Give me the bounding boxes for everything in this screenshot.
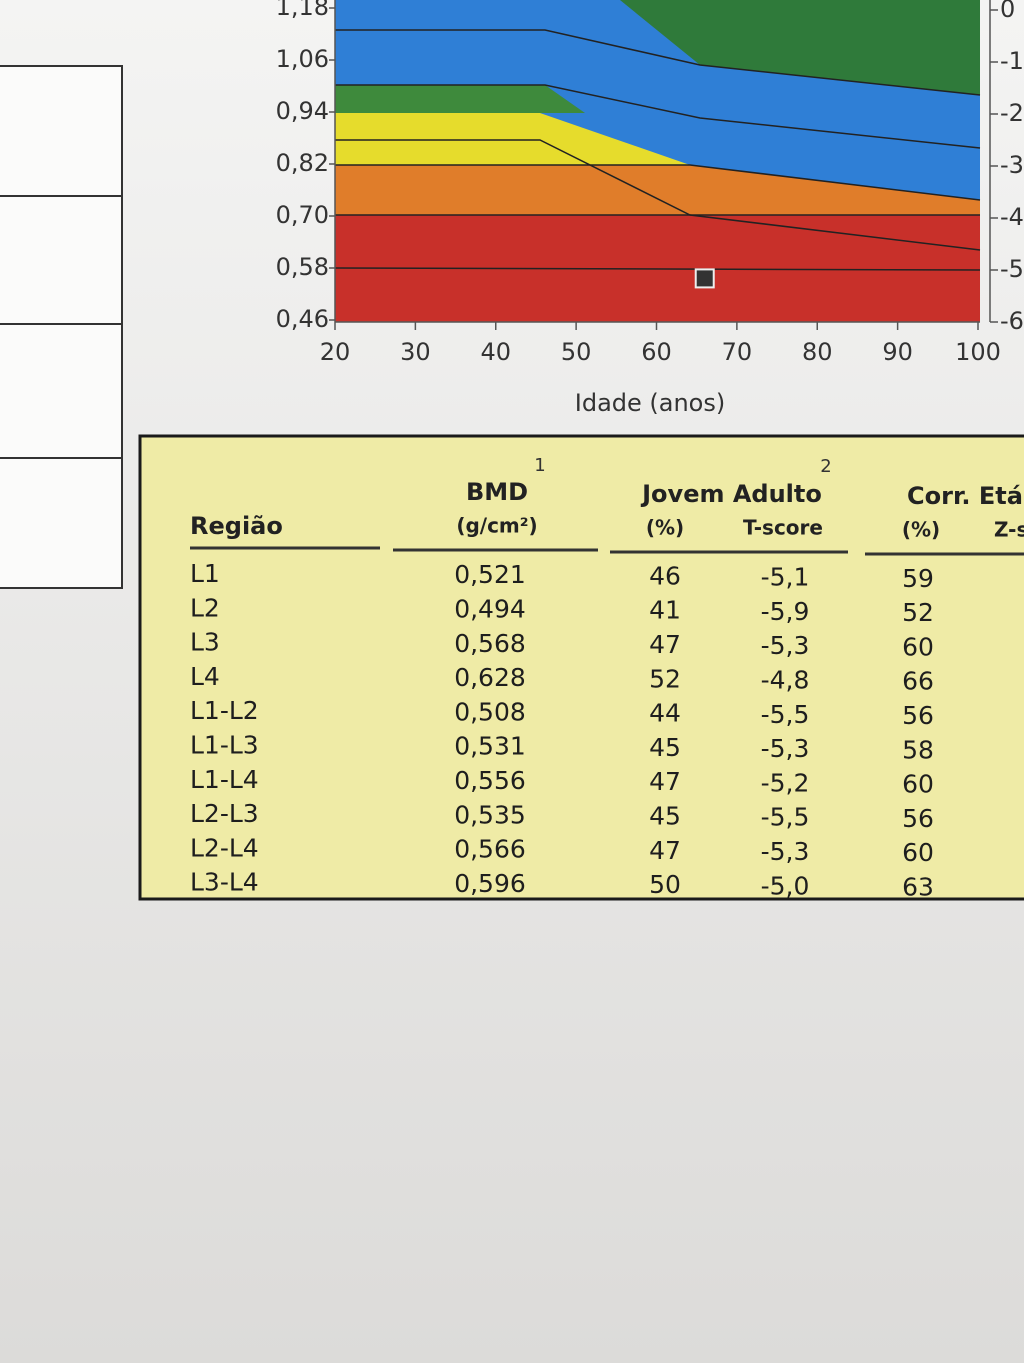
y2-tick-label: -2 bbox=[1000, 99, 1024, 127]
value-cell: 60 bbox=[902, 632, 934, 661]
x-axis-label: Idade (anos) bbox=[575, 389, 725, 417]
x-tick-label: 20 bbox=[320, 338, 351, 366]
y-tick-label: 0,82 bbox=[276, 149, 329, 177]
value-cell: 47 bbox=[649, 836, 681, 865]
value-cell: -5,9 bbox=[761, 597, 810, 626]
value-cell: 0,556 bbox=[454, 766, 526, 795]
value-cell: 66 bbox=[902, 667, 934, 696]
x-tick-label: 40 bbox=[480, 338, 511, 366]
y2-tick-label: -6 bbox=[1000, 307, 1024, 335]
x-tick-label: 50 bbox=[561, 338, 592, 366]
y2-tick-label: -4 bbox=[1000, 203, 1024, 231]
region-cell: L2-L3 bbox=[190, 799, 259, 828]
x-tick-label: 90 bbox=[882, 338, 913, 366]
region-cell: L1-L4 bbox=[190, 765, 259, 794]
value-cell: -4,8 bbox=[761, 666, 810, 695]
y-tick-label: 1,18 bbox=[276, 0, 329, 21]
value-cell: 59 bbox=[902, 564, 934, 593]
header-rules bbox=[190, 546, 1024, 556]
value-cell: 45 bbox=[649, 733, 681, 762]
y2-tick-label: -3 bbox=[1000, 151, 1024, 179]
region-cell: L1-L2 bbox=[190, 696, 259, 725]
value-cell: 47 bbox=[649, 767, 681, 796]
y2-tick-label: -1 bbox=[1000, 47, 1024, 75]
value-cell: 58 bbox=[902, 735, 934, 764]
x-tick-label: 80 bbox=[802, 338, 833, 366]
region-cell: L1-L3 bbox=[190, 731, 259, 760]
region-cell: L2-L4 bbox=[190, 833, 259, 862]
value-cell: 0,521 bbox=[454, 560, 526, 589]
results-table bbox=[138, 434, 1024, 901]
value-cell: 0,566 bbox=[454, 835, 526, 864]
region-cell: L4 bbox=[190, 662, 220, 691]
y-tick-label: 0,58 bbox=[276, 253, 329, 281]
header-am-percent: (%) bbox=[902, 518, 940, 542]
header-age-matched: Corr. Etá bbox=[907, 482, 1023, 510]
y-tick-label: 0,94 bbox=[276, 97, 329, 125]
y-tick-label: 1,06 bbox=[276, 45, 329, 73]
header-bmd: BMD bbox=[466, 478, 528, 506]
value-cell: -5,3 bbox=[761, 837, 810, 866]
header-ya-percent: (%) bbox=[646, 516, 684, 540]
value-cell: 0,531 bbox=[454, 732, 526, 761]
header-region: Região bbox=[190, 512, 283, 540]
value-cell: 56 bbox=[902, 804, 934, 833]
header-bmd-note: 1 bbox=[534, 455, 545, 476]
x-tick-label: 70 bbox=[722, 338, 753, 366]
header-t-score: T-score bbox=[743, 516, 823, 540]
value-cell: -5,1 bbox=[761, 563, 810, 592]
value-cell: 60 bbox=[902, 838, 934, 867]
value-cell: -5,3 bbox=[761, 631, 810, 660]
value-cell: 52 bbox=[649, 664, 681, 693]
x-tick-label: 60 bbox=[641, 338, 672, 366]
patient-marker bbox=[694, 268, 715, 289]
reference-bands bbox=[334, 0, 981, 322]
header-young-adult-note: 2 bbox=[820, 456, 831, 477]
value-cell: 47 bbox=[649, 630, 681, 659]
value-cell: 41 bbox=[649, 596, 681, 625]
value-cell: 44 bbox=[649, 699, 681, 728]
value-cell: -5,5 bbox=[761, 700, 810, 729]
value-cell: 45 bbox=[649, 802, 681, 831]
value-cell: -5,0 bbox=[761, 871, 810, 900]
y-tick-label: 0,70 bbox=[276, 201, 329, 229]
value-cell: 56 bbox=[902, 701, 934, 730]
header-young-adult: Jovem Adulto bbox=[640, 480, 822, 508]
value-cell: 0,494 bbox=[454, 595, 526, 624]
region-cell: L1 bbox=[190, 559, 220, 588]
left-boxes bbox=[0, 65, 123, 589]
y2-tick-label: -5 bbox=[1000, 255, 1024, 283]
x-tick-label: 100 bbox=[955, 338, 1001, 366]
value-cell: -5,2 bbox=[761, 768, 810, 797]
region-cell: L2 bbox=[190, 593, 220, 622]
value-cell: 0,568 bbox=[454, 629, 526, 658]
value-cell: 63 bbox=[902, 873, 934, 902]
x-tick-label: 30 bbox=[400, 338, 431, 366]
value-cell: 0,628 bbox=[454, 663, 526, 692]
value-cell: 60 bbox=[902, 770, 934, 799]
region-cell: L3 bbox=[190, 628, 220, 657]
y-tick-label: 0,46 bbox=[276, 305, 329, 333]
value-cell: 0,535 bbox=[454, 800, 526, 829]
value-cell: 46 bbox=[649, 561, 681, 590]
value-cell: 52 bbox=[902, 598, 934, 627]
value-cell: -5,5 bbox=[761, 803, 810, 832]
y2-tick-label: 0 bbox=[1000, 0, 1015, 23]
header-bmd-unit: (g/cm²) bbox=[456, 514, 537, 538]
value-cell: 0,508 bbox=[454, 697, 526, 726]
value-cell: 0,596 bbox=[454, 869, 526, 898]
value-cell: -5,3 bbox=[761, 734, 810, 763]
header-z-score: Z-s bbox=[994, 518, 1024, 542]
value-cell: 50 bbox=[649, 870, 681, 899]
region-cell: L3-L4 bbox=[190, 868, 259, 897]
